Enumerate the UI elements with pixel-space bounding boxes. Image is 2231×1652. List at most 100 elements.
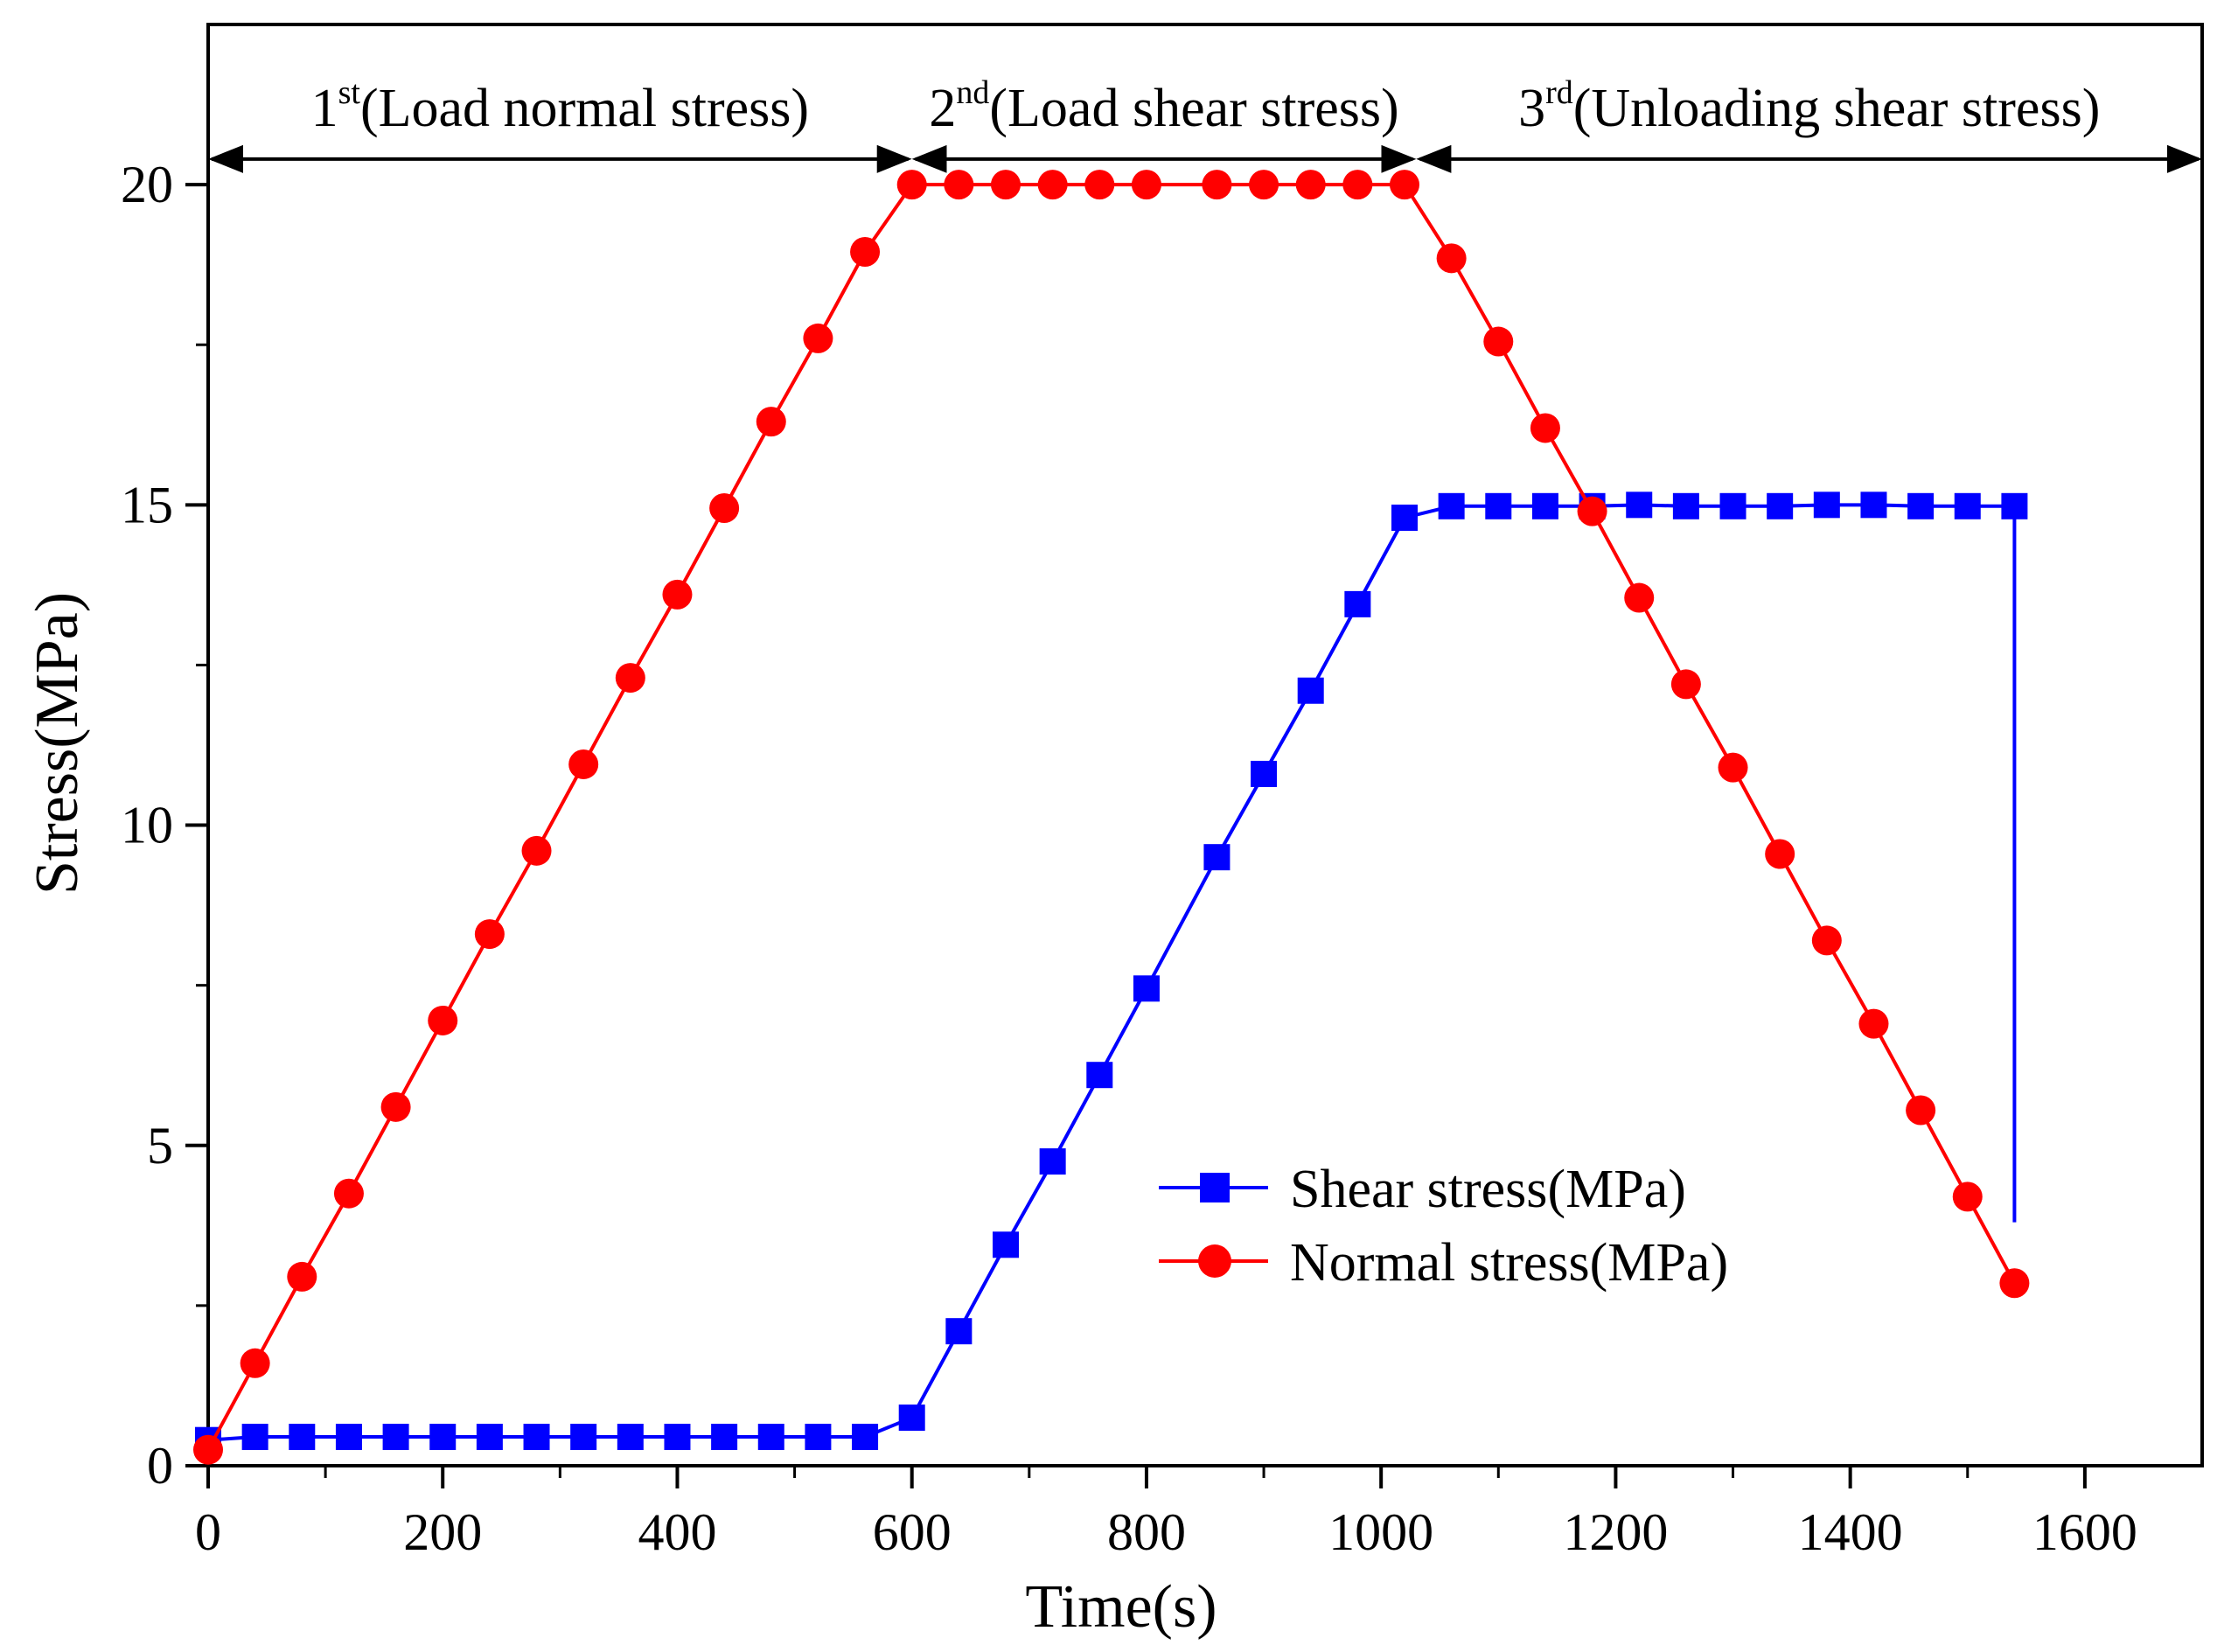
data-point [896,170,927,200]
data-point [993,1231,1019,1258]
data-point [803,323,833,353]
data-point [474,919,505,950]
data-point [1037,170,1068,200]
x-tick-label: 400 [638,1503,716,1561]
phase-ordinal: nd [956,74,989,111]
plot-frame [206,23,2204,1467]
data-point [1767,492,1794,519]
data-point [1344,590,1371,617]
legend-label: Normal stress(MPa) [1290,1233,1728,1293]
data-point [1813,491,1840,519]
data-point [757,1424,784,1451]
data-point [382,1424,409,1451]
data-point [428,1005,458,1035]
data-point [662,579,693,610]
phase-number: 1 [311,79,338,138]
data-point [756,407,786,437]
phase-ordinal: st [338,74,361,111]
data-point [193,1434,223,1465]
data-point [241,1424,268,1451]
y-tick-label: 10 [121,797,173,854]
data-point [944,170,974,200]
data-point [1297,677,1324,704]
data-point [1765,839,1795,869]
data-point [617,1424,644,1451]
data-point [1626,491,1653,519]
phase-label: 3rd(Unloading shear stress) [1518,74,2100,138]
phase-number: 2 [929,79,956,138]
data-point [1039,1148,1066,1175]
y-axis: 0 5 10 15 20 [121,156,208,1495]
x-tick-label: 0 [195,1503,221,1561]
data-point [1860,491,1887,519]
data-point [240,1348,270,1378]
data-point [1131,170,1161,200]
data-point [1954,492,1981,519]
data-point [1086,1062,1113,1089]
normal-stress-series [193,170,2030,1465]
data-point [287,1261,317,1292]
x-tick-label: 800 [1107,1503,1186,1561]
phase-annotations: 1st(Load normal stress) 2nd(Load shear st… [208,74,2202,173]
data-point [568,749,599,779]
data-point [333,1178,364,1209]
x-axis: 0 200 400 600 800 1000 1200 1400 1600 [195,1466,2137,1561]
y-tick-label: 20 [121,156,173,213]
phase-description: (Load normal stress) [360,79,809,138]
x-tick-label: 1400 [1798,1503,1903,1561]
data-point [1530,413,1560,443]
data-point [1436,243,1467,274]
data-point [1531,492,1558,519]
data-point [1483,326,1514,357]
data-point [1391,504,1418,531]
data-point [1485,492,1512,519]
data-point [852,1424,879,1451]
data-point [1390,170,1419,200]
data-point [1811,925,1842,956]
data-point [850,237,881,268]
x-axis-title: Time(s) [1025,1573,1217,1641]
x-tick-label: 1000 [1328,1503,1433,1561]
data-point [805,1424,832,1451]
data-point [1906,1095,1936,1126]
data-point [380,1091,411,1122]
data-point [335,1424,362,1451]
data-point [711,1424,738,1451]
data-point [1670,669,1701,700]
phase-label: 1st(Load normal stress) [311,74,809,138]
x-tick-label: 600 [873,1503,952,1561]
data-point [1718,752,1748,783]
data-point [664,1424,691,1451]
data-point [1719,492,1746,519]
data-point [1342,170,1373,200]
data-series [193,170,2030,1465]
data-point [615,663,645,694]
phase-ordinal: rd [1545,74,1573,111]
data-point [570,1424,597,1451]
x-tick-label: 1200 [1563,1503,1668,1561]
legend-marker-circle [1198,1244,1231,1278]
data-point [1203,844,1231,871]
y-tick-label: 15 [121,476,173,533]
phase-description: (Load shear stress) [989,79,1398,138]
data-point [991,170,1021,200]
data-point [523,1424,550,1451]
data-point [1907,492,1935,519]
data-point [1624,582,1655,613]
phase-number: 3 [1518,79,1545,138]
data-point [1133,975,1160,1002]
data-point [709,492,740,523]
x-tick-label: 1600 [2032,1503,2137,1561]
data-point [1577,496,1607,526]
data-point [1438,492,1465,519]
phase-label: 2nd(Load shear stress) [929,74,1398,138]
data-point [2001,492,2028,519]
data-point [289,1424,316,1451]
data-point [1251,760,1278,787]
data-point [1952,1181,1983,1212]
data-point [898,1405,925,1432]
data-point [1672,492,1699,519]
data-point [476,1424,503,1451]
data-point [945,1318,973,1345]
